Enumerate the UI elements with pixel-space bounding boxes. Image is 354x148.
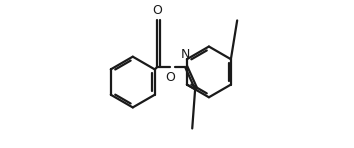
Text: O: O [153,4,162,17]
Text: O: O [166,71,176,84]
Text: N: N [180,48,190,61]
